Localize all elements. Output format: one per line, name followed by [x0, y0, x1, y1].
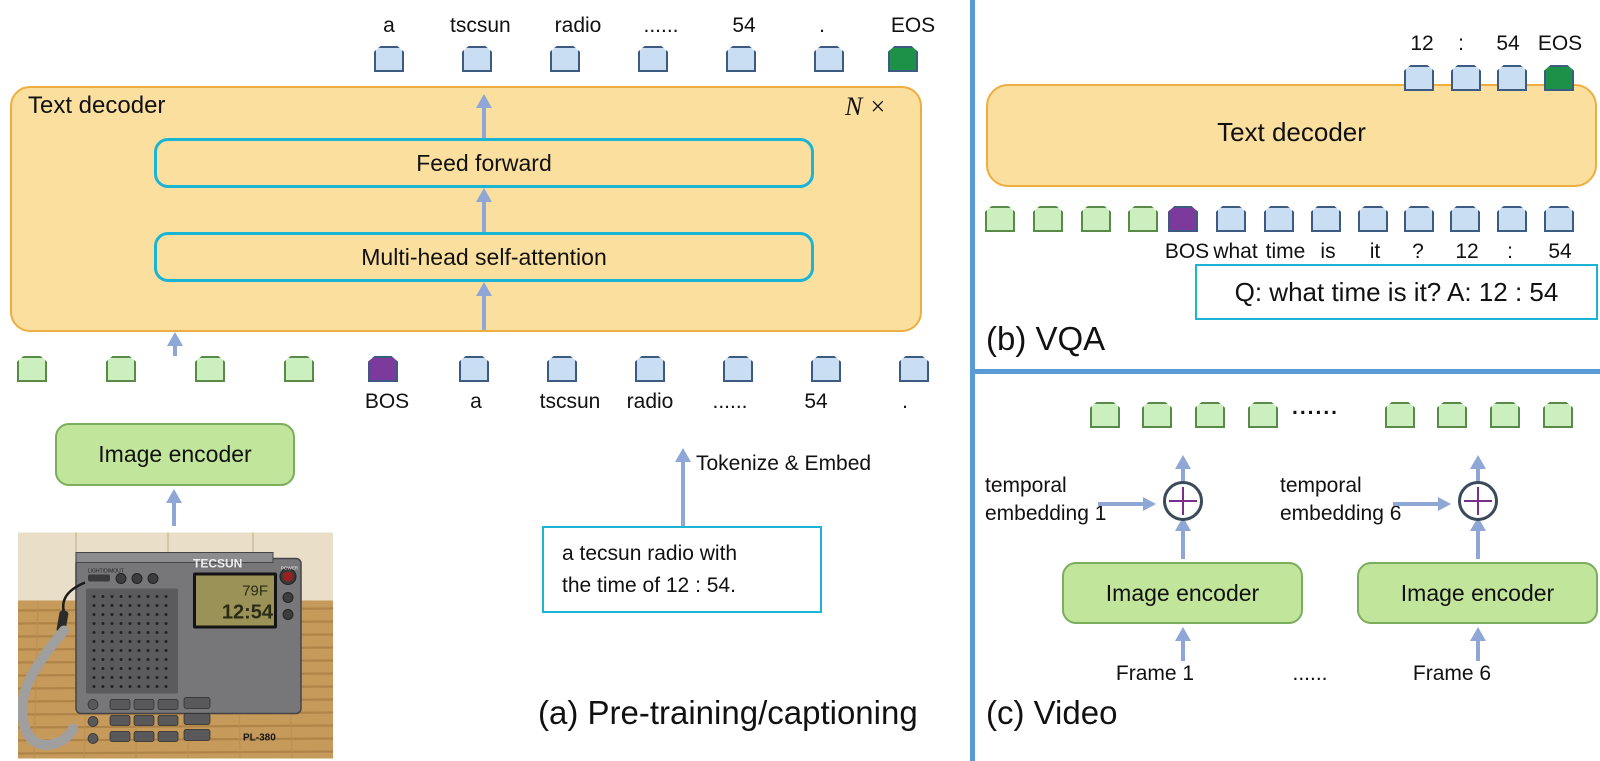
svg-text:TECSUN: TECSUN — [193, 557, 242, 571]
svg-text:LIGHT/DIMOUT: LIGHT/DIMOUT — [88, 569, 124, 575]
svg-text:POWER: POWER — [281, 566, 299, 571]
svg-text:PL-380: PL-380 — [243, 733, 276, 744]
svg-text:12:54: 12:54 — [222, 602, 274, 624]
svg-text:79F: 79F — [242, 583, 268, 600]
